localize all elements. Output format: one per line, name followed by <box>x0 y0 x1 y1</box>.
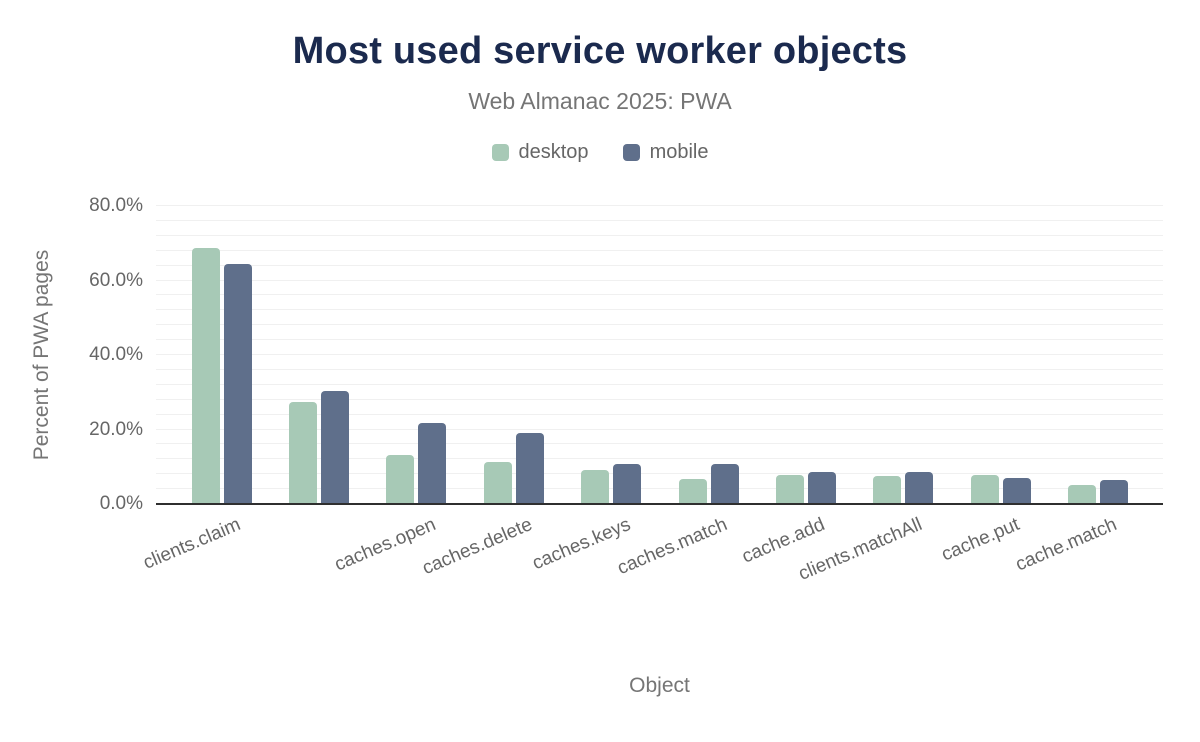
legend-item-desktop[interactable]: desktop <box>491 141 589 164</box>
bar-desktop-caches.keys[interactable] <box>581 470 610 504</box>
bar-mobile-caches.match[interactable] <box>710 464 739 504</box>
gridline-68 <box>156 249 1163 251</box>
gridline-64 <box>156 264 1163 266</box>
gridline-56 <box>156 294 1163 296</box>
bar-mobile-unlabeled-2[interactable] <box>320 390 349 504</box>
gridline-28 <box>156 398 1163 400</box>
gridline-8 <box>156 473 1163 475</box>
bar-desktop-cache.match[interactable] <box>1068 484 1097 504</box>
bar-mobile-cache.put[interactable] <box>1002 477 1031 504</box>
plot-area <box>156 205 1163 505</box>
bar-mobile-caches.delete[interactable] <box>515 432 544 504</box>
gridline-60 <box>156 279 1163 281</box>
gridline-24 <box>156 413 1163 415</box>
y-tick-label-80.0%: 80.0% <box>89 195 143 216</box>
bar-mobile-clients.matchAll[interactable] <box>905 472 934 504</box>
bar-desktop-cache.add[interactable] <box>775 474 804 504</box>
bar-desktop-unlabeled-2[interactable] <box>288 402 317 504</box>
bar-mobile-clients.claim[interactable] <box>223 264 252 504</box>
legend-item-mobile[interactable]: mobile <box>622 141 709 164</box>
bar-desktop-clients.matchAll[interactable] <box>873 476 902 504</box>
gridline-44 <box>156 339 1163 341</box>
y-tick-label-20.0%: 20.0% <box>89 418 143 440</box>
x-tick-label-caches.delete: caches.delete <box>419 514 536 580</box>
y-tick-label-60.0%: 60.0% <box>89 269 143 291</box>
gridline-36 <box>156 368 1163 370</box>
gridline-12 <box>156 458 1163 460</box>
bar-mobile-cache.add[interactable] <box>807 471 836 504</box>
y-axis-title: Percent of PWA pages <box>30 249 53 461</box>
bar-desktop-caches.match[interactable] <box>678 479 707 504</box>
chart-subtitle: Web Almanac 2025: PWA <box>468 88 732 114</box>
y-tick-label-0.0%: 0.0% <box>99 493 143 514</box>
bar-desktop-cache.put[interactable] <box>970 474 999 504</box>
chart-title: Most used service worker objects <box>292 30 908 72</box>
gridline-16 <box>156 443 1163 445</box>
gridline-72 <box>156 234 1163 236</box>
x-axis-line <box>156 503 1163 505</box>
bar-desktop-caches.delete[interactable] <box>483 462 512 504</box>
legend-label-desktop: desktop <box>518 141 589 163</box>
bar-mobile-caches.keys[interactable] <box>613 464 642 504</box>
legend: desktop mobile <box>0 141 1200 164</box>
y-tick-label-40.0%: 40.0% <box>89 344 143 365</box>
gridline-76 <box>156 219 1163 221</box>
bar-desktop-clients.claim[interactable] <box>191 248 220 504</box>
gridline-20 <box>156 428 1163 430</box>
gridline-4 <box>156 488 1163 490</box>
desktop-swatch-icon <box>491 144 509 161</box>
x-tick-label-clients.claim: clients.claim <box>140 514 244 574</box>
gridline-80 <box>156 205 1163 206</box>
x-tick-label-cache.put: cache.put <box>938 514 1023 566</box>
gridline-52 <box>156 309 1163 311</box>
gridline-40 <box>156 354 1163 355</box>
x-axis-title: Object <box>629 674 690 697</box>
bar-mobile-cache.match[interactable] <box>1100 480 1129 504</box>
x-tick-label-caches.match: caches.match <box>614 514 731 580</box>
mobile-swatch-icon <box>622 144 640 161</box>
bar-desktop-caches.open[interactable] <box>386 454 415 504</box>
gridline-48 <box>156 324 1163 326</box>
legend-label-mobile: mobile <box>649 141 709 163</box>
gridline-32 <box>156 383 1163 385</box>
bar-mobile-caches.open[interactable] <box>418 422 447 504</box>
x-tick-label-cache.match: cache.match <box>1013 514 1121 576</box>
